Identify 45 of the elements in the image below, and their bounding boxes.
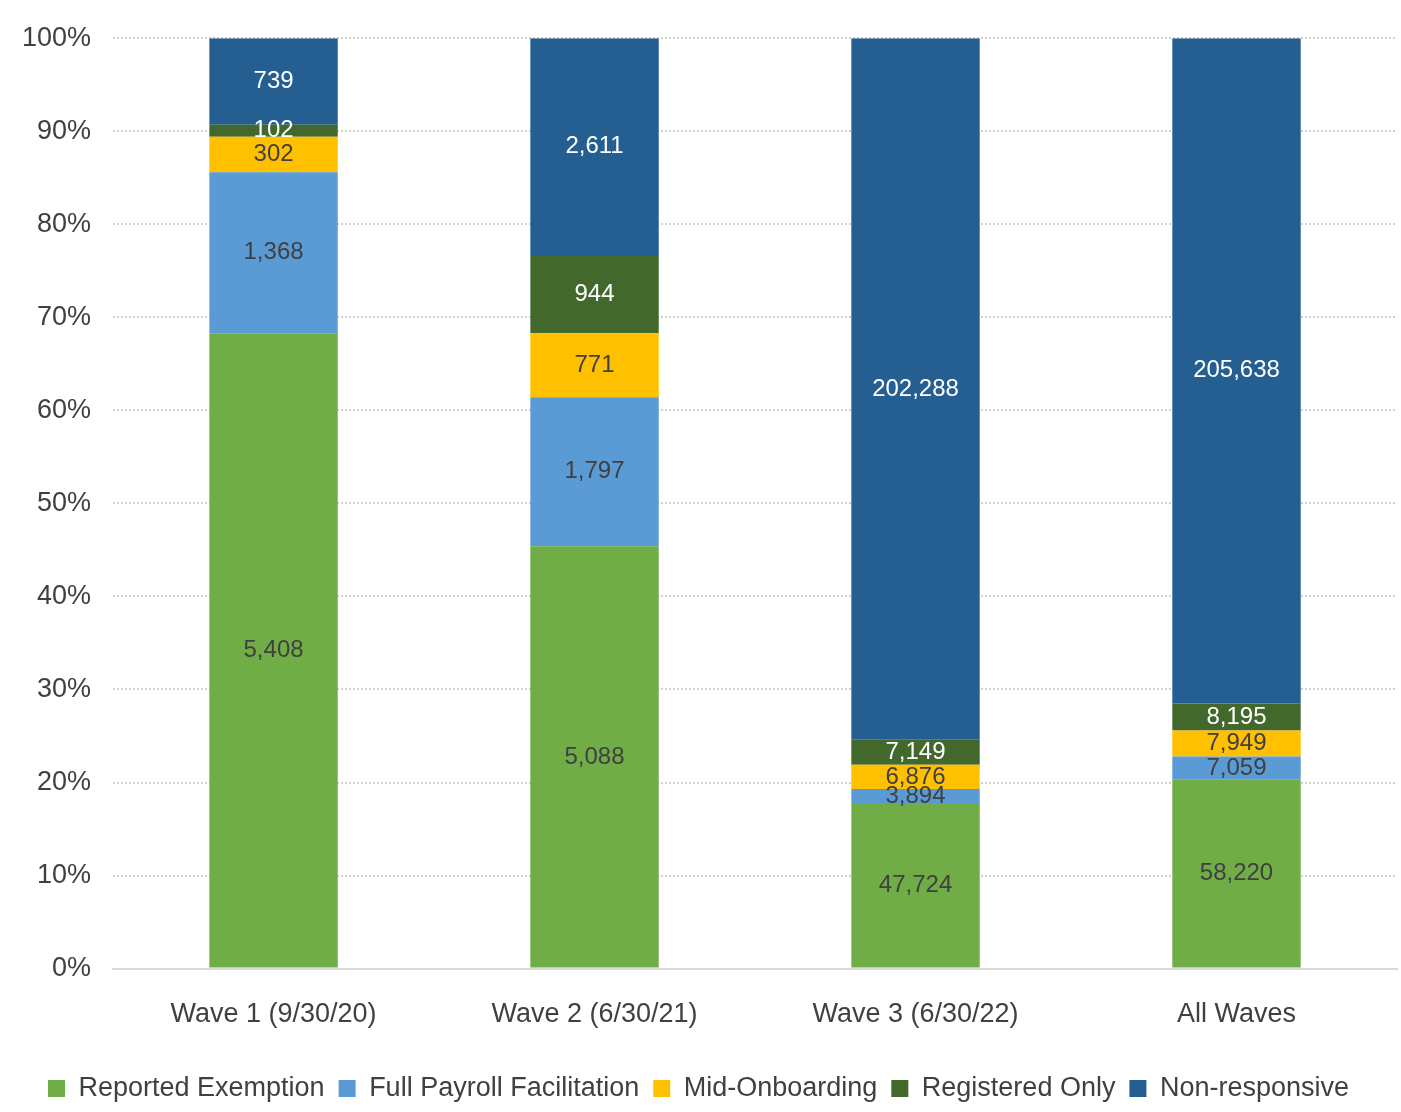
bar [1172,38,1301,704]
annotation: 739 [253,66,294,94]
y-tick-label: 80% [37,207,92,238]
annotation: 202,288 [872,373,959,401]
y-tick-label: 0% [52,952,92,983]
bar [530,397,659,547]
bar [530,38,659,255]
annotation: 771 [574,349,615,377]
legend-label: Registered Only [921,1071,1116,1102]
legend-label: Mid-Onboarding [683,1071,878,1102]
annotation: 1,368 [243,237,304,265]
bar [209,172,338,334]
annotation: 58,220 [1199,858,1274,886]
y-tick-label: 40% [37,579,92,610]
y-tick-label: 50% [37,486,92,517]
annotation: 47,724 [878,869,953,897]
x-tick-label: Wave 2 (6/30/21) [491,998,698,1029]
y-tick-label: 20% [37,765,92,796]
legend-label: Non-responsive [1159,1071,1350,1102]
y-tick-label: 60% [37,393,92,424]
bar [530,254,659,334]
annotation: 944 [574,278,615,306]
annotation: 7,149 [885,736,946,764]
bar [530,333,659,398]
y-tick-label: 90% [37,114,92,145]
bar [530,546,659,968]
annotation: 1,797 [564,456,625,484]
annotation: 8,195 [1206,701,1267,729]
y-tick-label: 100% [21,21,92,52]
x-tick-label: Wave 1 (9/30/20) [170,998,377,1029]
y-tick-label: 70% [37,300,92,331]
legend-label: Full Payroll Facilitation [369,1071,640,1102]
bar [851,38,980,740]
y-tick-label: 10% [37,859,92,890]
annotation: 205,638 [1193,355,1280,383]
bar [1172,779,1301,968]
annotation: 2,611 [565,131,624,159]
y-tick-label: 30% [37,672,92,703]
annotation: 5,088 [564,741,625,769]
x-tick-label: Wave 3 (6/30/22) [812,998,1019,1029]
annotation: 5,408 [243,634,304,662]
x-tick-label: All Waves [1176,998,1297,1029]
bar [209,333,338,968]
bar [209,136,338,173]
legend-label: Reported Exemption [78,1071,325,1102]
